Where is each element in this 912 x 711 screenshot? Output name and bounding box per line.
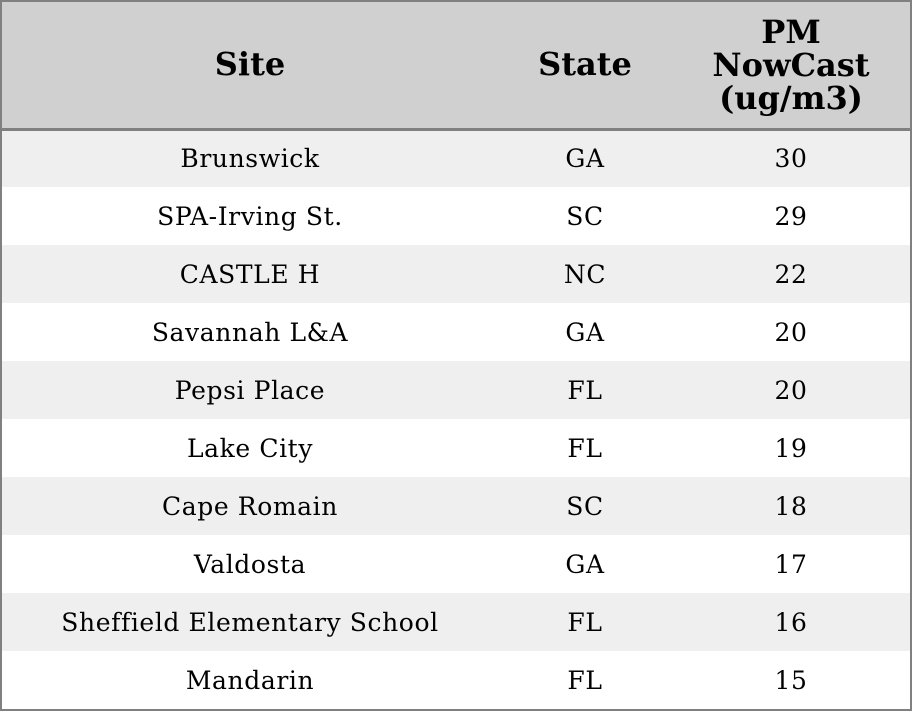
cell-pm-nowcast: 16 xyxy=(774,607,808,637)
header-row: Site State PM NowCast (ug/m3) xyxy=(2,2,910,131)
cell-site: Brunswick xyxy=(180,144,320,174)
table-header: Site State PM NowCast (ug/m3) xyxy=(2,2,910,131)
cell-pm-nowcast: 30 xyxy=(774,144,808,174)
column-header-pm-nowcast: PM NowCast (ug/m3) xyxy=(672,2,910,131)
cell-state: SC xyxy=(566,491,604,521)
cell-site: Cape Romain xyxy=(162,491,338,521)
cell-pm-nowcast: 15 xyxy=(774,665,808,695)
cell-pm-nowcast: 20 xyxy=(774,375,808,405)
table-row: Brunswick GA 30 xyxy=(2,129,910,187)
cell-pm-nowcast: 19 xyxy=(774,433,808,463)
table-row: Cape Romain SC 18 xyxy=(2,477,910,535)
table-row: Pepsi Place FL 20 xyxy=(2,361,910,419)
cell-state: FL xyxy=(567,375,603,405)
table-row: Mandarin FL 15 xyxy=(2,651,910,709)
cell-pm-nowcast: 20 xyxy=(774,317,808,347)
table-row: Savannah L&A GA 20 xyxy=(2,303,910,361)
cell-site: Savannah L&A xyxy=(151,317,349,347)
cell-state: GA xyxy=(565,317,605,347)
cell-state: SC xyxy=(566,201,604,231)
cell-state: FL xyxy=(567,433,603,463)
cell-state: FL xyxy=(567,607,603,637)
cell-state: GA xyxy=(565,144,605,174)
table-body: Brunswick GA 30 SPA-Irving St. SC 29 CASTLE H N… xyxy=(2,129,910,709)
cell-state: GA xyxy=(565,549,605,579)
cell-site: SPA-Irving St. xyxy=(157,201,343,231)
table-row: Lake City FL 19 xyxy=(2,419,910,477)
table-row: Valdosta GA 17 xyxy=(2,535,910,593)
table-row: SPA-Irving St. SC 29 xyxy=(2,187,910,245)
cell-site: Mandarin xyxy=(185,665,315,695)
cell-state: NC xyxy=(563,259,607,289)
table-row: CASTLE H NC 22 xyxy=(2,245,910,303)
column-header-state: State xyxy=(498,2,672,131)
cell-pm-nowcast: 22 xyxy=(774,259,808,289)
cell-site: Sheffield Elementary School xyxy=(61,607,439,637)
table-row: Sheffield Elementary School FL 16 xyxy=(2,593,910,651)
cell-pm-nowcast: 18 xyxy=(774,491,808,521)
cell-site: Valdosta xyxy=(193,549,307,579)
cell-site: Lake City xyxy=(186,433,314,463)
cell-pm-nowcast: 17 xyxy=(774,549,808,579)
cell-state: FL xyxy=(567,665,603,695)
cell-site: CASTLE H xyxy=(179,259,321,289)
column-header-site: Site xyxy=(2,2,498,131)
cell-pm-nowcast: 29 xyxy=(774,201,808,231)
cell-site: Pepsi Place xyxy=(174,375,326,405)
